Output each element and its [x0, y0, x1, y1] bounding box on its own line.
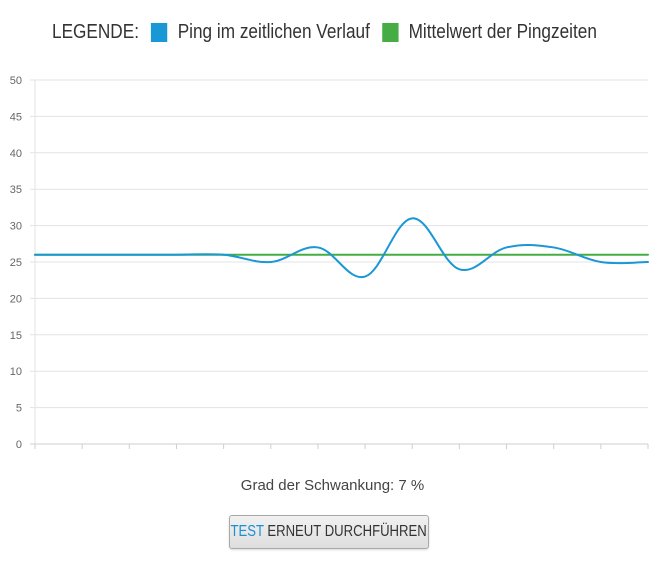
y-tick-label: 5: [16, 403, 22, 415]
y-tick-label: 0: [16, 439, 22, 451]
fluctuation-summary: Grad der Schwankung: 7 %: [240, 477, 425, 494]
legend-swatch-average: [381, 22, 399, 42]
chart-legend: LEGENDE: Ping im zeitlichen Verlauf Mitt…: [52, 16, 609, 48]
legend-label-average: Mittelwert der Pingzeiten: [408, 20, 597, 43]
y-tick-label: 50: [10, 75, 22, 87]
ping-line-chart: 0 5 10 15 20 25 30 35 40 45 50: [10, 75, 649, 451]
y-tick-label: 40: [10, 148, 22, 160]
retry-test-button[interactable]: TEST ERNEUT DURCHFÜHREN: [229, 515, 429, 549]
legend-label-ping: Ping im zeitlichen Verlauf: [177, 20, 370, 43]
y-tick-label: 10: [10, 366, 22, 378]
chart-series: [34, 217, 649, 279]
y-tick-label: 45: [10, 111, 22, 123]
retry-button-accent: TEST: [230, 523, 265, 540]
chart-axes: 0 5 10 15 20 25 30 35 40 45 50: [10, 75, 649, 451]
legend-entry-ping: Ping im zeitlichen Verlauf: [151, 21, 370, 44]
legend-swatch-ping: [151, 22, 168, 42]
legend-entry-average: Mittelwert der Pingzeiten: [381, 20, 597, 44]
y-tick-label: 20: [10, 293, 22, 305]
retry-button-label: TEST ERNEUT DURCHFÜHREN: [231, 523, 427, 541]
ping-series-line: [34, 217, 649, 279]
y-tick-label: 15: [10, 330, 22, 342]
y-tick-label: 30: [10, 221, 22, 233]
y-tick-label: 25: [10, 257, 22, 269]
retry-button-rest: ERNEUT DURCHFÜHREN: [267, 523, 428, 540]
legend-title: LEGENDE:: [52, 20, 139, 43]
y-tick-label: 35: [10, 184, 22, 196]
